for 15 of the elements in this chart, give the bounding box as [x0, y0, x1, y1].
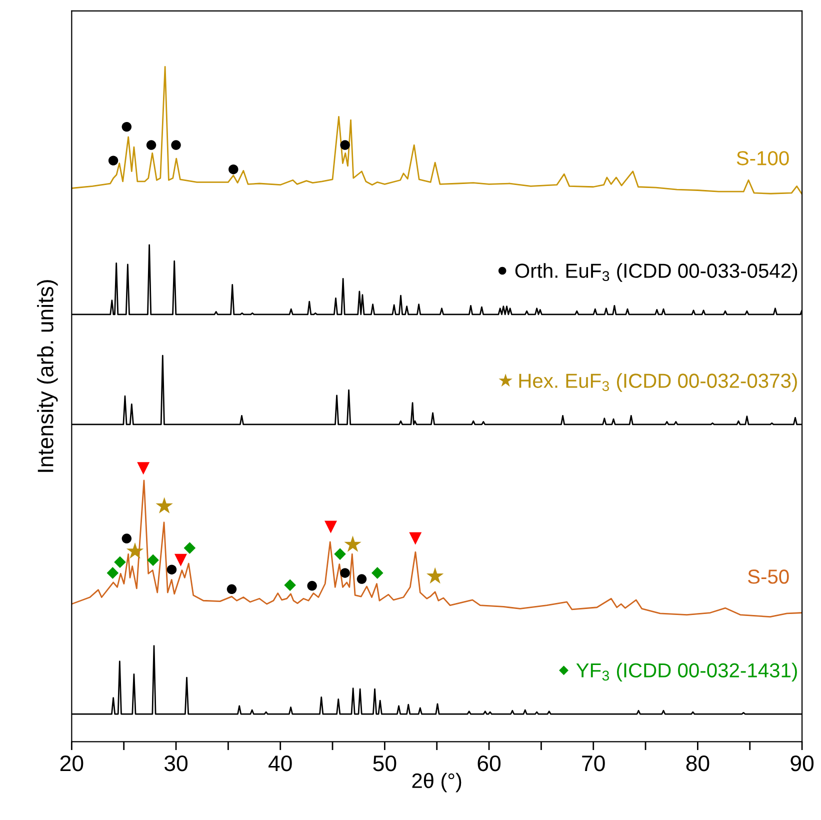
y-axis-title: Intensity (arb. units) — [37, 280, 58, 472]
x-tick-label: 40 — [268, 755, 292, 772]
x-tick-label: 70 — [582, 755, 605, 772]
legend-label: YF$_{3}$ (ICDD 00-032-1431) — [576, 662, 797, 682]
legend-label: Orth. EuF$_{3}$ (ICDD 00-033-0542) — [515, 263, 798, 282]
series-label: S-50 — [748, 570, 789, 584]
x-tick-label: 30 — [164, 755, 188, 772]
x-tick-label: 80 — [686, 755, 710, 772]
x-tick-label: 50 — [373, 755, 396, 772]
x-axis-title: 2θ (°) — [412, 772, 462, 792]
x-tick-label: 60 — [478, 755, 501, 772]
x-tick-label: 90 — [790, 755, 814, 772]
series-label: S-100 — [736, 151, 789, 166]
legend-label: Hex. EuF$_{3}$ (ICDD 00-032-0373) — [519, 373, 797, 392]
x-tick-label: 20 — [60, 755, 84, 772]
